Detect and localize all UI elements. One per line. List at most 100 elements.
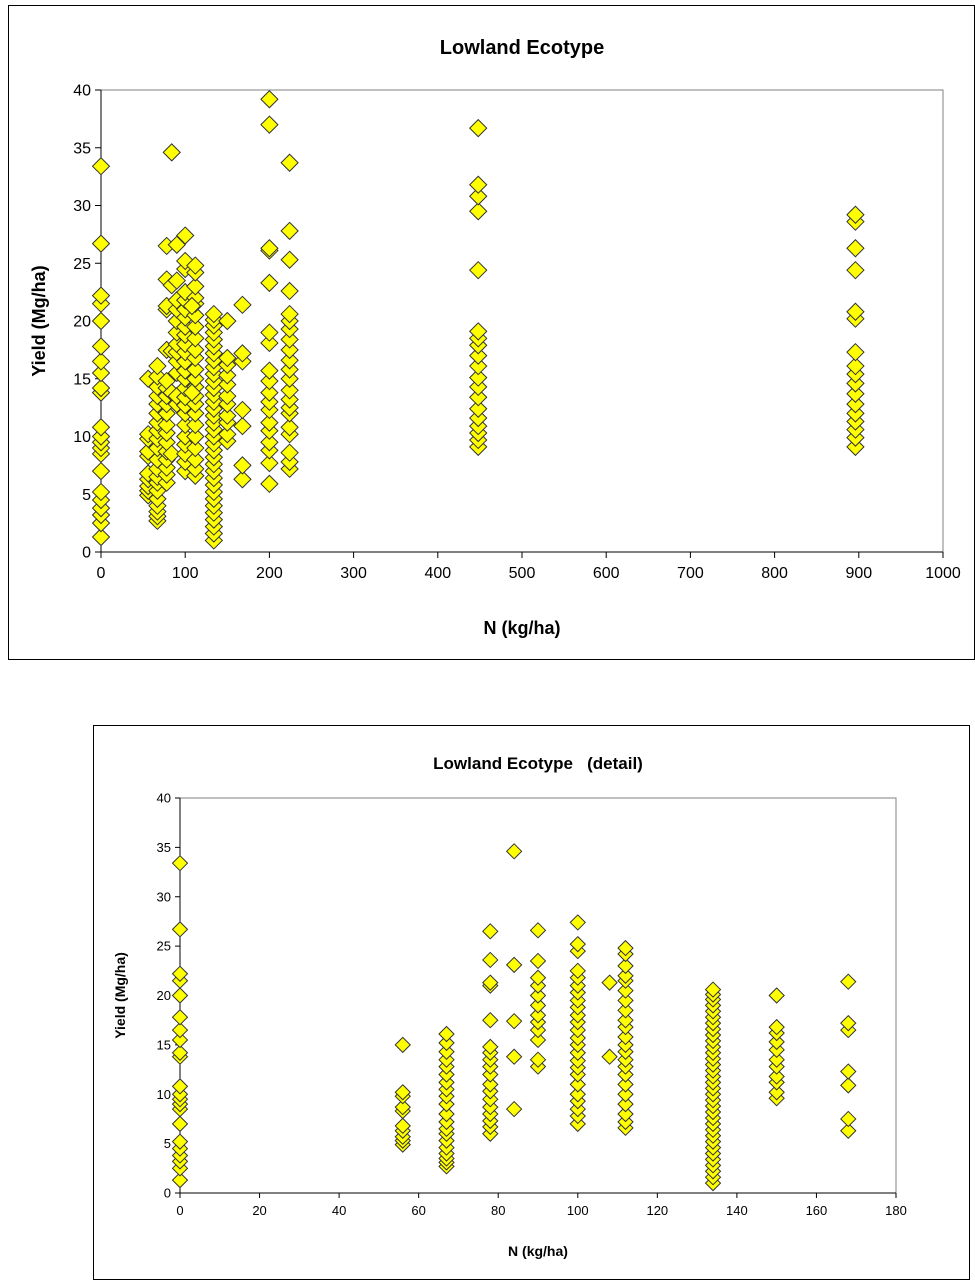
chart-main: Lowland Ecotype 0 100 200 300 400 500 600 700 800… [8,5,975,660]
data-point [91,527,111,547]
data-point [529,969,547,986]
data-point [186,256,205,275]
data-point [167,271,186,290]
data-point [233,470,252,489]
data-point [91,352,111,371]
x-tick-label: 1000 [925,565,961,582]
data-point [186,450,205,469]
data-point [148,356,167,376]
data-point [529,1031,547,1049]
data-point [569,1086,586,1103]
data-point [617,992,634,1009]
data-point [469,187,488,206]
data-point [394,1117,411,1135]
data-point [91,482,111,502]
data-point [617,1076,634,1093]
data-point [280,418,299,437]
data-point [218,406,237,425]
x-tick-label: 600 [593,565,620,582]
data-point [569,962,586,980]
data-point [186,427,205,446]
data-point [846,437,865,457]
y-tick-label: 0 [164,1186,171,1201]
data-point [91,286,111,305]
data-point [171,1009,189,1026]
data-point [260,453,279,473]
data-point [529,922,547,939]
data-point [186,459,205,479]
data-point [280,250,299,269]
y-tick-label: 0 [82,545,91,562]
data-point [394,1084,411,1101]
y-tick-label: 5 [82,487,91,504]
data-point [469,260,488,280]
data-point [469,408,488,428]
y-tick-label: 10 [73,429,91,446]
x-tick-label: 500 [509,565,536,582]
data-point [218,366,237,385]
data-point [91,378,111,398]
data-point [233,344,252,363]
data-point [280,381,299,400]
x-tick-label: 100 [172,565,199,582]
data-point [233,400,252,420]
data-point [840,1122,857,1139]
data-point [233,416,252,436]
data-point [768,1051,785,1068]
data-point [482,974,499,991]
x-tick-label: 300 [340,565,367,582]
data-point [529,997,547,1014]
data-point [260,433,279,452]
data-point [617,957,634,975]
data-point [768,1084,785,1101]
data-point [280,360,299,379]
chart-title: Lowland Ecotype [440,37,604,59]
data-point [280,340,299,360]
data-point [469,322,488,341]
data-point [186,438,205,458]
y-tick-label: 20 [73,314,91,331]
y-tick-label: 10 [157,1087,171,1102]
data-point [617,982,634,999]
data-point [171,1115,189,1133]
data-point [91,427,111,446]
data-point [91,234,111,253]
data-point [260,474,279,494]
data-point [233,295,252,315]
data-point [186,317,205,336]
data-point [482,1038,499,1056]
data-point [482,923,499,940]
x-tick-label: 700 [677,565,704,582]
y-tick-label: 25 [73,256,91,273]
data-point [91,157,111,176]
data-point [840,973,857,990]
y-tick-label: 40 [73,83,91,100]
data-point [569,914,586,931]
data-point [280,351,299,370]
data-point [171,987,189,1004]
data-point [846,239,865,258]
y-tick-label: 25 [157,939,171,954]
data-point [617,967,634,984]
data-point [569,935,586,953]
data-point [91,337,111,356]
y-tick-label: 15 [157,1037,171,1052]
y-tick-label: 35 [73,140,91,157]
x-tick-label: 160 [806,1203,828,1218]
x-tick-label: 80 [491,1203,505,1218]
y-tick-label: 30 [73,198,91,215]
data-point [846,384,865,403]
data-point [529,987,547,1004]
data-point [171,1021,189,1039]
x-tick-label: 20 [252,1203,266,1218]
chart-detail-svg: Lowland Ecotype (detail)0 20 40 60 80 100 120 1… [112,754,907,1259]
data-point [91,311,111,331]
y-tick-label: 15 [73,371,91,388]
data-point [218,386,237,406]
x-axis-label: N (kg/ha) [483,618,560,638]
data-point [438,1034,455,1052]
data-point [529,1007,547,1024]
data-point [840,1077,857,1094]
x-axis-label: N (kg/ha) [508,1243,568,1259]
